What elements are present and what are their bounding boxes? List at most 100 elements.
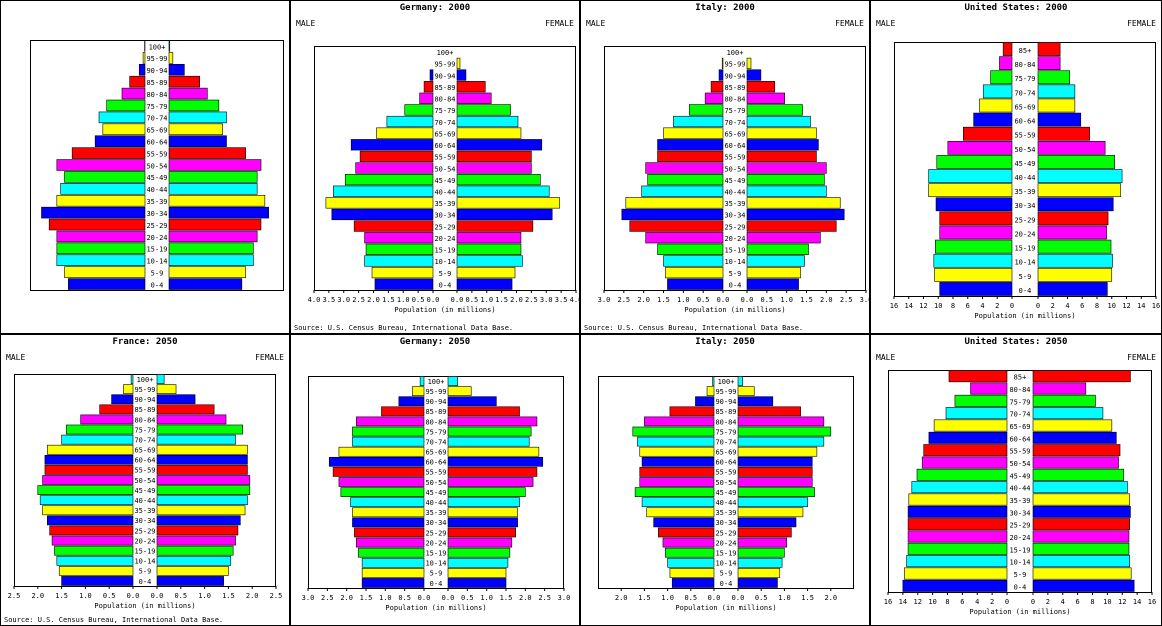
- chart-title: United States: 2050: [965, 336, 1068, 347]
- female-bar: [168, 147, 246, 159]
- age-group-label: 20-24: [1009, 534, 1030, 542]
- female-bar: [168, 135, 227, 147]
- female-bar: [156, 535, 236, 546]
- tick-label: 0.5: [174, 592, 187, 600]
- age-group-label: 15-19: [1009, 546, 1030, 554]
- male-bar: [973, 112, 1013, 127]
- age-group-label: 70-74: [1014, 89, 1035, 97]
- age-group-label: 90-94: [134, 396, 155, 404]
- male-bar: [344, 174, 434, 186]
- female-bar: [447, 467, 538, 477]
- age-group-label: 75-79: [425, 428, 446, 436]
- female-bar: [737, 578, 778, 588]
- x-axis-label: Population (in millions): [974, 312, 1075, 320]
- pyramid-chart-p4: France: 2050 MALE FEMALE 0-4 5-9 10-14 15-19 20…: [0, 334, 290, 626]
- male-bar: [625, 197, 724, 209]
- age-group-label: 90-94: [425, 398, 446, 406]
- age-group-label: 75-79: [715, 428, 736, 436]
- age-group-label: 85-89: [434, 84, 455, 92]
- female-bar: [456, 150, 532, 162]
- male-bar: [331, 208, 434, 221]
- tick-label: 1.5: [638, 594, 651, 602]
- pyramid-chart-p1: Germany: 2000 MALE FEMALE 0-4 5-9 10-14 15-19 2…: [290, 0, 580, 334]
- x-axis-label: Population (in millions): [675, 604, 776, 612]
- tick-label: 0.5: [697, 296, 710, 304]
- male-bar: [644, 416, 715, 427]
- tick-label: 1.0: [661, 594, 674, 602]
- female-bar: [168, 171, 258, 183]
- age-group-label: 80-84: [146, 91, 167, 99]
- male-bar: [935, 197, 1013, 212]
- age-group-label: 75-79: [724, 107, 745, 115]
- female-bar: [447, 386, 472, 396]
- tick-label: 16: [1152, 302, 1160, 310]
- tick-label: 1.5: [360, 594, 373, 602]
- age-group-label: 60-64: [425, 459, 446, 467]
- female-bar: [456, 208, 553, 221]
- age-group-label: 65-69: [1014, 103, 1035, 111]
- age-group-label: 100+: [727, 49, 744, 57]
- age-group-label: 50-54: [1014, 146, 1035, 154]
- tick-label: 1.0: [780, 296, 793, 304]
- tick-label: 0: [1036, 302, 1040, 310]
- tick-label: 16: [1148, 598, 1156, 606]
- female-bar: [456, 278, 513, 290]
- female-bar: [156, 576, 224, 586]
- age-group-label: 45-49: [724, 177, 745, 185]
- age-group-label: 10-14: [146, 258, 167, 266]
- tick-label: 2: [995, 302, 999, 310]
- female-bar: [456, 81, 486, 93]
- age-group-label: 30-34: [715, 519, 736, 527]
- female-bar: [746, 232, 821, 244]
- male-bar: [921, 456, 1008, 469]
- age-group-label: 65-69: [134, 447, 155, 455]
- male-bar: [911, 481, 1008, 494]
- male-bar: [1002, 42, 1013, 56]
- age-group-label: 5-9: [439, 270, 452, 278]
- female-bar: [1032, 419, 1113, 432]
- female-bar: [447, 396, 497, 407]
- age-group-label: 35-39: [425, 509, 446, 517]
- male-bar: [353, 220, 434, 232]
- age-group-label: 50-54: [715, 479, 736, 487]
- female-bar: [737, 497, 808, 508]
- female-bar: [156, 566, 229, 576]
- tick-label: 4: [980, 302, 984, 310]
- female-bar: [1032, 456, 1119, 469]
- age-group-label: 30-34: [434, 212, 455, 220]
- male-bar: [706, 386, 715, 396]
- age-group-label: 70-74: [434, 119, 455, 127]
- male-bar: [999, 56, 1013, 71]
- female-bar: [1037, 56, 1061, 71]
- tick-label: 2.0: [519, 594, 532, 602]
- female-bar: [156, 495, 248, 506]
- male-bar: [645, 162, 724, 174]
- age-group-label: 0-4: [439, 281, 452, 289]
- male-bar: [934, 267, 1013, 282]
- male-bar: [41, 206, 146, 219]
- female-bar: [447, 426, 532, 437]
- female-bar: [456, 139, 543, 151]
- tick-label: 16: [890, 302, 898, 310]
- age-group-label: 75-79: [1014, 75, 1035, 83]
- age-group-label: 0-4: [430, 580, 443, 588]
- female-bar: [737, 537, 788, 548]
- male-bar: [710, 81, 724, 93]
- source-note: Source: U.S. Census Bureau, Internationa…: [584, 324, 803, 332]
- female-bar: [168, 111, 227, 124]
- plot-area: [894, 42, 1156, 297]
- plot-area: [598, 376, 854, 589]
- age-group-label: 15-19: [425, 549, 446, 557]
- male-bar: [939, 225, 1013, 240]
- female-bar: [168, 218, 262, 231]
- age-group-label: 55-59: [724, 154, 745, 162]
- male-bar: [935, 239, 1013, 254]
- male-bar: [376, 127, 434, 139]
- male-bar: [419, 92, 434, 104]
- plot-area: [308, 376, 564, 589]
- age-group-label: 55-59: [146, 150, 167, 158]
- male-bar: [641, 185, 724, 197]
- female-bar: [1037, 282, 1108, 296]
- male-bar: [56, 242, 146, 255]
- female-bar: [737, 416, 825, 427]
